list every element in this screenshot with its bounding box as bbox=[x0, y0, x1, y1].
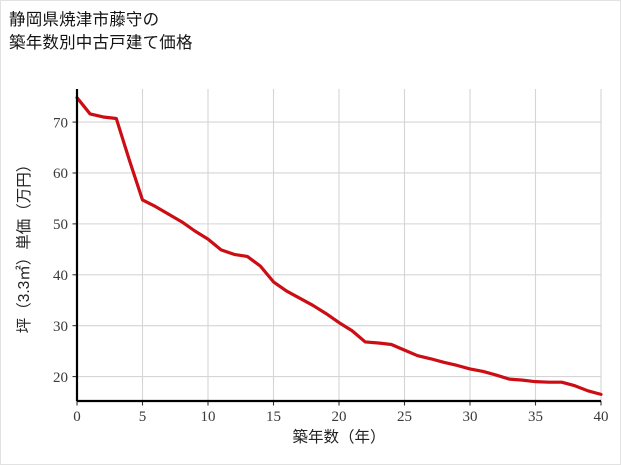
x-tick-labels-group: 0 5 10 15 20 25 30 35 40 bbox=[73, 409, 608, 425]
y-tick-label: 60 bbox=[53, 166, 68, 182]
x-tick-label: 0 bbox=[73, 409, 81, 425]
y-tick-label: 40 bbox=[53, 268, 68, 284]
x-tick-label: 10 bbox=[201, 409, 216, 425]
gridlines-group bbox=[77, 89, 602, 401]
y-tick-label: 70 bbox=[53, 115, 68, 131]
y-tick-label: 50 bbox=[53, 217, 68, 233]
x-tick-label: 15 bbox=[266, 409, 281, 425]
y-axis-label: 坪（3.3㎡）単価（万円） bbox=[15, 157, 33, 334]
y-tick-labels-group: 20 30 40 50 60 70 bbox=[53, 115, 68, 385]
x-axis-label: 築年数（年） bbox=[292, 428, 385, 446]
x-tick-label: 40 bbox=[594, 409, 609, 425]
data-line-series-0 bbox=[75, 96, 603, 396]
y-tick-label: 20 bbox=[53, 370, 68, 386]
tickmarks-group bbox=[72, 121, 602, 406]
x-tick-label: 30 bbox=[463, 409, 478, 425]
x-tick-label: 5 bbox=[139, 409, 147, 425]
chart-title: 静岡県焼津市藤守の 築年数別中古戸建て価格 bbox=[9, 11, 193, 53]
x-tick-label: 35 bbox=[528, 409, 543, 425]
x-tick-label: 20 bbox=[332, 409, 347, 425]
x-tick-label: 25 bbox=[397, 409, 412, 425]
y-tick-label: 30 bbox=[53, 319, 68, 335]
